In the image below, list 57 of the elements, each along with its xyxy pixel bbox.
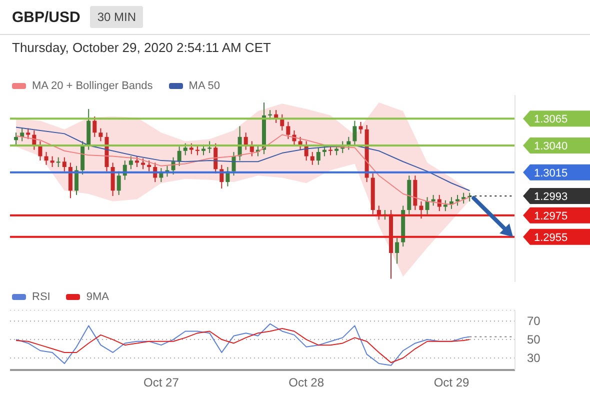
y-tick-label: 1.2975 — [534, 210, 568, 222]
candlestick — [26, 128, 30, 140]
candlestick — [147, 160, 152, 172]
candlestick — [232, 151, 236, 176]
candlestick — [431, 194, 436, 206]
candlestick — [98, 128, 103, 142]
candlestick — [425, 196, 430, 215]
candlestick — [328, 145, 333, 156]
candlestick — [92, 116, 97, 138]
y-tick-label: 1.2955 — [534, 232, 568, 244]
y-tick-label: 1.2993 — [534, 191, 568, 204]
x-tick-label: Oct 27 — [144, 376, 180, 390]
y-tick-label: 50 — [527, 332, 541, 347]
y-tick-label: 1.3040 — [534, 140, 568, 153]
legend-label: RSI — [32, 291, 50, 303]
candlestick — [419, 200, 424, 220]
candlestick — [177, 146, 182, 166]
candlestick — [56, 156, 60, 168]
candlestick — [456, 194, 460, 206]
candlestick — [134, 156, 139, 168]
candlestick — [62, 156, 66, 172]
candlestick — [395, 237, 400, 264]
x-tick-label: Oct 28 — [288, 376, 324, 390]
candlestick — [128, 156, 133, 170]
candlestick — [437, 194, 442, 212]
x-tick-label: Oct 29 — [434, 376, 470, 390]
candlestick — [20, 128, 24, 142]
candlestick — [74, 165, 79, 196]
candlestick — [208, 140, 212, 154]
candlestick — [358, 121, 363, 134]
candlestick — [68, 162, 72, 199]
candlestick — [116, 170, 121, 196]
y-tick-label: 1.3015 — [534, 167, 568, 180]
candlestick — [195, 145, 200, 156]
legend-label: 9MA — [86, 291, 109, 303]
candlestick — [183, 142, 188, 156]
candlestick — [141, 158, 146, 170]
line-series — [16, 126, 470, 192]
candlestick — [286, 121, 290, 140]
candlestick — [352, 120, 357, 146]
candlestick — [38, 140, 42, 162]
y-tick-label: 1.3065 — [534, 114, 568, 126]
candlestick — [44, 151, 48, 166]
candlestick — [443, 200, 448, 212]
y-tick-label: 70 — [527, 314, 541, 328]
candlestick — [110, 162, 115, 197]
candlestick — [310, 151, 314, 166]
chart-title: GBP/USD — [12, 8, 80, 26]
candlestick — [189, 142, 194, 155]
legend-label: MA 20 + Bollinger Bands — [32, 80, 153, 92]
candlestick — [50, 156, 54, 168]
candlestick — [14, 132, 18, 145]
y-tick-label: 30 — [527, 351, 541, 365]
legend-label: MA 50 — [188, 80, 220, 92]
text: 30 MIN — [90, 6, 144, 28]
candlestick — [316, 147, 320, 166]
chart-subtitle: Thursday, October 29, 2020 2:54:11 AM CET — [12, 40, 271, 55]
